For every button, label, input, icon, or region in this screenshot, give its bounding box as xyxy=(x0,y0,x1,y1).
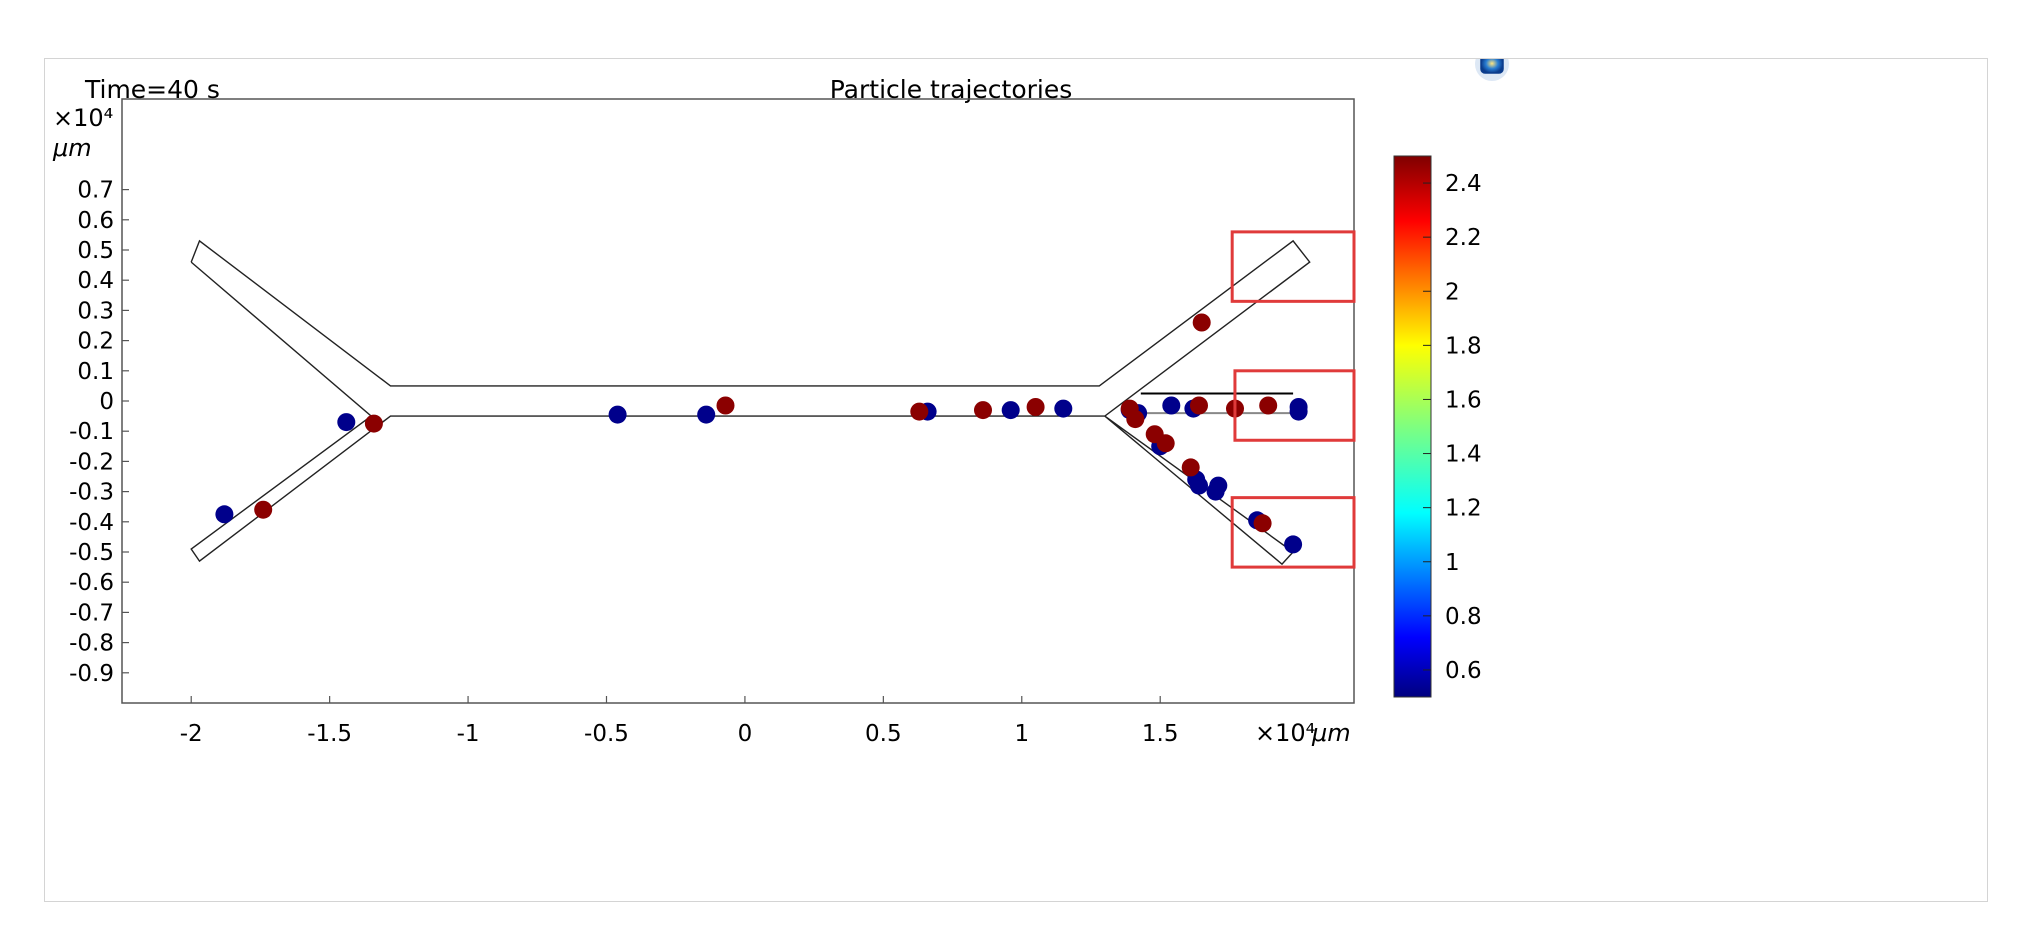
plot-canvas: Time=40 s Particle trajectories ×10⁴ μm … xyxy=(52,59,1509,747)
particle-point xyxy=(697,405,716,424)
particle-points xyxy=(215,313,1308,554)
colorbar-tick-label: 1.2 xyxy=(1445,496,1482,522)
particle-point xyxy=(1209,476,1228,495)
highlight-box xyxy=(1230,230,1356,303)
colorbar-tick-label: 1 xyxy=(1445,550,1460,576)
highlight-box xyxy=(1230,496,1356,569)
y-tick-label: 0.7 xyxy=(77,178,114,204)
x-tick-label: 0.5 xyxy=(865,721,902,747)
x-tick-label: -1 xyxy=(457,721,480,747)
highlight-box xyxy=(1233,369,1356,442)
x-tick-label: -1.5 xyxy=(307,721,352,747)
particle-point xyxy=(1001,401,1020,420)
y-tick-label: -0.5 xyxy=(69,540,114,566)
colorbar-tick-label: 1.6 xyxy=(1445,387,1482,413)
colorbar: 2.4 2.2 2 1.8 1.6 1.4 1.2 1 0.8 0.6 xyxy=(1393,155,1482,698)
colorbar-gradient xyxy=(1393,155,1432,698)
colorbar-tick-label: 0.8 xyxy=(1445,604,1482,630)
particle-point xyxy=(1259,396,1278,415)
particle-point xyxy=(1126,410,1145,429)
y-tick-label: -0.2 xyxy=(69,449,114,475)
y-tick-label: 0.6 xyxy=(77,208,114,234)
particle-point xyxy=(1156,434,1175,453)
highlight-boxes xyxy=(1230,230,1356,569)
y-tick-label: -0.1 xyxy=(69,419,114,445)
y-tick-label: -0.7 xyxy=(69,600,114,626)
particle-point xyxy=(1192,313,1211,332)
colorbar-ticks: 2.4 2.2 2 1.8 1.6 1.4 1.2 1 0.8 0.6 xyxy=(1423,171,1482,684)
particle-point xyxy=(608,405,627,424)
y-tick-label: 0 xyxy=(99,389,114,415)
particle-point xyxy=(1162,396,1181,415)
particle-point xyxy=(910,402,929,421)
particle-point xyxy=(1289,402,1308,421)
x-axis-exponent-label: ×10⁴ xyxy=(1255,719,1315,747)
colorbar-tick-label: 0.6 xyxy=(1445,658,1482,684)
y-tick-label: -0.3 xyxy=(69,480,114,506)
particle-point xyxy=(716,396,735,415)
y-tick-label: -0.4 xyxy=(69,510,114,536)
particle-point xyxy=(1190,476,1208,495)
particle-point xyxy=(1026,398,1045,416)
y-axis-unit: μm xyxy=(52,134,92,162)
x-axis: -2 -1.5 -1 -0.5 0 0.5 1 1.5 xyxy=(180,696,1179,747)
y-tick-label: -0.9 xyxy=(69,661,114,687)
comsol-badge-icon xyxy=(1475,59,1509,81)
particle-point xyxy=(364,414,383,433)
x-tick-label: 1 xyxy=(1014,721,1029,747)
particle-point xyxy=(1181,458,1200,477)
y-tick-label: 0.2 xyxy=(77,329,114,355)
colorbar-tick-label: 1.4 xyxy=(1445,442,1482,468)
colorbar-tick-label: 2 xyxy=(1445,279,1460,305)
y-axis-exponent: ×10⁴ μm xyxy=(52,104,113,162)
particle-point xyxy=(1190,396,1208,415)
particle-point xyxy=(254,500,273,519)
particle-point xyxy=(215,505,234,524)
y-tick-label: -0.8 xyxy=(69,631,114,657)
channel-geometry xyxy=(190,239,1311,566)
x-tick-label: -0.5 xyxy=(584,721,629,747)
y-tick-label: -0.6 xyxy=(69,570,114,596)
x-tick-label: 1.5 xyxy=(1142,721,1179,747)
colorbar-tick-label: 1.8 xyxy=(1445,333,1482,359)
y-tick-label: 0.5 xyxy=(77,238,114,264)
particle-point xyxy=(1284,535,1303,554)
particle-point xyxy=(974,401,992,420)
x-axis-unit: μm xyxy=(1311,719,1351,747)
y-tick-label: 0.4 xyxy=(77,268,114,294)
y-axis: 0.7 0.6 0.5 0.4 0.3 0.2 0.1 0 -0.1 -0.2 -0.3 -0.4 -0… xyxy=(69,178,129,687)
particle-point xyxy=(337,413,356,432)
x-tick-label: -2 xyxy=(180,721,203,747)
colorbar-tick-label: 2.2 xyxy=(1445,225,1482,251)
x-tick-label: 0 xyxy=(738,721,753,747)
plot-frame: Time=40 s Particle trajectories ×10⁴ μm … xyxy=(44,58,1988,902)
particle-point xyxy=(1054,399,1073,418)
particle-point xyxy=(1253,514,1272,533)
y-axis-exponent-label: ×10⁴ xyxy=(53,104,113,132)
colorbar-tick-label: 2.4 xyxy=(1445,171,1482,197)
y-tick-label: 0.3 xyxy=(77,298,114,324)
y-tick-label: 0.1 xyxy=(77,359,114,385)
channel-outline xyxy=(190,239,1311,566)
